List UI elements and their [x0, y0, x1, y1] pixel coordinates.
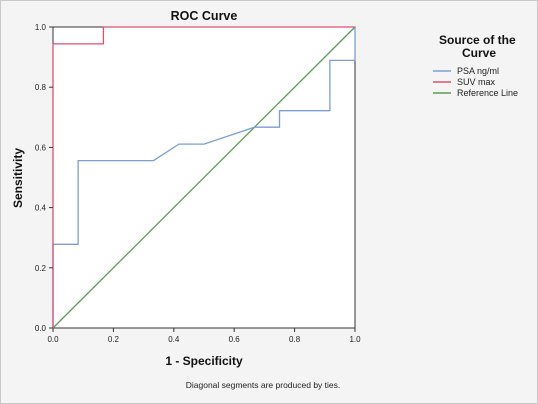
y-tick-label: 0.0 — [35, 324, 47, 333]
legend-item-suv-max: SUV max — [433, 77, 496, 87]
legend-item-reference-line: Reference Line — [433, 88, 518, 98]
legend-label: PSA ng/ml — [457, 66, 499, 76]
x-tick-label: 0.0 — [47, 335, 59, 344]
chart-title: ROC Curve — [171, 9, 238, 23]
x-tick-label: 0.8 — [289, 335, 301, 344]
series-line-psa-ng-ml — [52, 27, 356, 328]
x-axis-label: 1 - Specificity — [165, 354, 243, 368]
y-tick-label: 0.8 — [35, 83, 47, 92]
legend-label: Reference Line — [457, 88, 518, 98]
y-tick-label: 1.0 — [35, 23, 47, 32]
legend-item-psa-ng-ml: PSA ng/ml — [433, 66, 499, 76]
x-tick-label: 0.2 — [108, 335, 120, 344]
series-line-reference-line — [52, 26, 356, 329]
x-tick-label: 0.4 — [168, 335, 180, 344]
x-tick-label: 1.0 — [349, 335, 361, 344]
y-axis-label: Sensitivity — [11, 148, 25, 208]
legend-label: SUV max — [457, 77, 496, 87]
y-tick-label: 0.4 — [35, 204, 47, 213]
legend-title: Source of the Curve — [439, 33, 519, 60]
y-tick-label: 0.6 — [35, 143, 47, 152]
footnote: Diagonal segments are produced by ties. — [186, 380, 341, 390]
series-line-suv-max — [52, 26, 355, 328]
x-tick-label: 0.6 — [229, 335, 241, 344]
y-tick-label: 0.2 — [35, 264, 47, 273]
